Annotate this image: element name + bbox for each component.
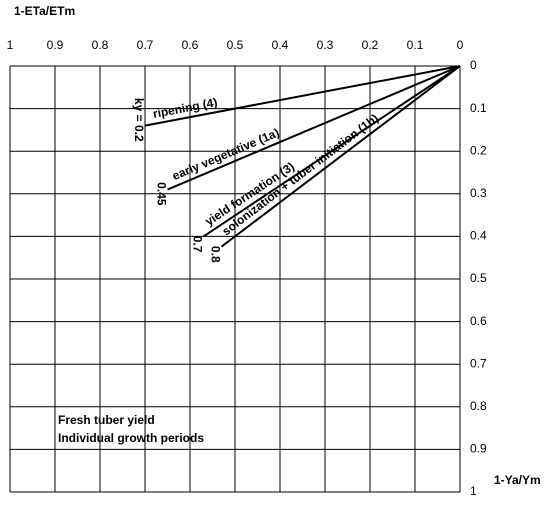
y-tick-label: 0.7 (470, 356, 487, 370)
series-label: solonization + tuber initiation (1b) (219, 111, 381, 238)
x-tick-label: 0.4 (272, 38, 289, 52)
series-line (144, 65, 461, 127)
x-tick-label: 0.6 (182, 38, 199, 52)
x-tick-label: 1 (7, 38, 14, 52)
ky-label: ky = 0.2 (132, 98, 146, 142)
x-axis-title: 1-ETa/ETm (14, 4, 75, 18)
x-tick-label: 0.2 (362, 38, 379, 52)
ky-label: 0.45 (154, 182, 168, 206)
ky-label: 0.8 (208, 246, 222, 263)
annotation: Fresh tuber yield (58, 413, 155, 427)
y-tick-label: 0.5 (470, 271, 487, 285)
x-tick-label: 0.9 (47, 38, 64, 52)
ky-label: 0.7 (190, 236, 204, 253)
y-tick-label: 0.1 (470, 101, 487, 115)
y-tick-label: 0.6 (470, 314, 487, 328)
series-line (220, 65, 461, 248)
x-tick-label: 0.3 (317, 38, 334, 52)
y-tick-label: 0.2 (470, 143, 487, 157)
y-tick-label: 0.8 (470, 399, 487, 413)
x-tick-label: 0.1 (407, 38, 424, 52)
annotation: Individual growth periods (58, 431, 204, 445)
x-tick-label: 0 (457, 38, 464, 52)
y-tick-label: 0.3 (470, 186, 487, 200)
y-axis-title: 1-Ya/Ym (494, 473, 541, 487)
series-line (167, 65, 461, 191)
y-tick-label: 1 (470, 484, 477, 498)
series-line (202, 65, 461, 238)
y-tick-label: 0.4 (470, 229, 487, 243)
y-tick-label: 0 (470, 58, 477, 72)
x-tick-label: 0.8 (92, 38, 109, 52)
y-tick-label: 0.9 (470, 442, 487, 456)
x-tick-label: 0.7 (137, 38, 154, 52)
x-tick-label: 0.5 (227, 38, 244, 52)
